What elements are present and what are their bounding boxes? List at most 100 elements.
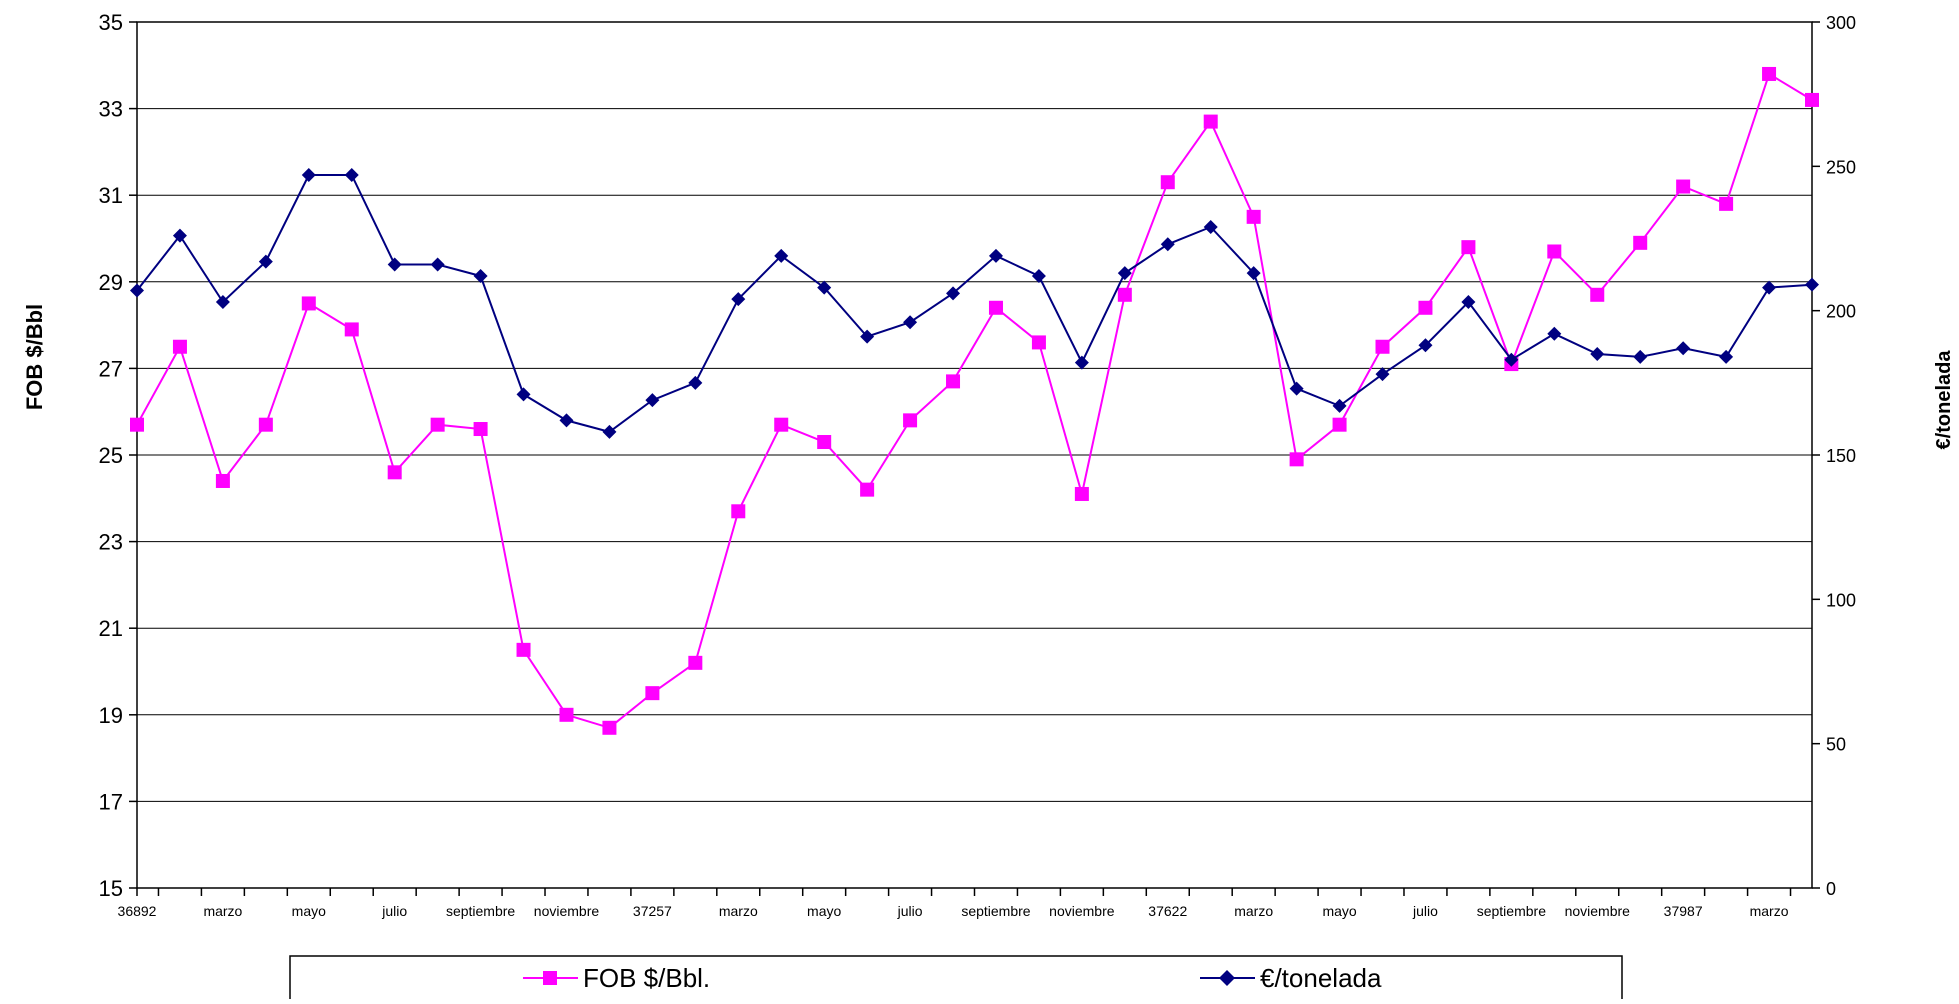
- y2-tick-label: 0: [1826, 879, 1836, 899]
- data-point-fob: [1031, 335, 1046, 350]
- legend-label-series-2: €/tonelada: [1260, 963, 1382, 993]
- data-point-euro: [1418, 338, 1433, 353]
- data-point-fob: [344, 322, 359, 337]
- x-tick-label: septiembre: [961, 903, 1030, 919]
- data-point-euro: [215, 295, 230, 310]
- legend: FOB $/Bbl. €/tonelada: [289, 955, 1623, 1002]
- y-tick-label: 17: [99, 789, 123, 814]
- data-point-fob: [1375, 339, 1390, 354]
- data-point-euro: [559, 413, 574, 428]
- x-tick-label: noviembre: [1049, 903, 1115, 919]
- data-point-fob: [731, 504, 746, 519]
- data-point-fob: [1633, 235, 1648, 250]
- y-tick-label: 15: [99, 876, 123, 901]
- data-point-euro: [1074, 355, 1089, 370]
- data-point-fob: [1074, 486, 1089, 501]
- data-point-fob: [1676, 179, 1691, 194]
- data-point-euro: [988, 248, 1003, 263]
- data-point-fob: [1805, 92, 1819, 107]
- legend-item-series-1: FOB $/Bbl.: [523, 963, 710, 993]
- data-point-euro: [258, 254, 273, 269]
- series: [130, 66, 1819, 735]
- data-point-fob: [258, 417, 273, 432]
- legend-box: [289, 955, 1623, 1002]
- data-point-euro: [1203, 219, 1218, 234]
- y-tick-label: 25: [99, 443, 123, 468]
- data-point-euro: [172, 228, 187, 243]
- x-tick-label: julio: [1412, 903, 1438, 919]
- data-point-euro: [1117, 266, 1132, 281]
- data-point-euro: [430, 257, 445, 272]
- data-point-fob: [301, 296, 316, 311]
- axes: 15 17 19 21 23 25 27 29 31 33 35 0 50 100 150 200 250 300…: [99, 10, 1857, 919]
- data-point-fob: [215, 473, 230, 488]
- y2-tick-label: 50: [1826, 735, 1846, 755]
- data-point-euro: [1246, 266, 1261, 281]
- data-point-euro: [344, 167, 359, 182]
- y-tick-label: 23: [99, 530, 123, 555]
- data-point-euro: [1461, 295, 1476, 310]
- y-tick-label: 33: [99, 97, 123, 122]
- series-line-2: [136, 174, 1813, 433]
- legend-label-series-1: FOB $/Bbl.: [583, 963, 710, 993]
- data-point-euro: [473, 269, 488, 284]
- legend-marker-diamond: [1219, 970, 1235, 986]
- data-point-euro: [387, 257, 402, 272]
- data-point-fob: [1590, 287, 1605, 302]
- x-tick-label: noviembre: [534, 903, 600, 919]
- data-point-euro: [1375, 367, 1390, 382]
- data-point-euro: [1332, 398, 1347, 413]
- data-point-fob: [172, 339, 187, 354]
- x-tick-label: 37987: [1664, 903, 1703, 919]
- data-point-fob: [1418, 300, 1433, 315]
- data-point-fob: [1762, 66, 1777, 81]
- data-point-fob: [1547, 244, 1562, 259]
- data-point-euro: [602, 424, 617, 439]
- data-point-euro: [1160, 237, 1175, 252]
- data-point-euro: [1676, 341, 1691, 356]
- legend-item-series-2: €/tonelada: [1200, 963, 1382, 993]
- data-point-euro: [1590, 346, 1605, 361]
- y-tick-label: 29: [99, 270, 123, 295]
- y-tick-label: 35: [99, 10, 123, 35]
- y2-tick-label: 150: [1826, 446, 1856, 466]
- data-point-euro: [1504, 352, 1519, 367]
- data-point-euro: [1289, 381, 1304, 396]
- x-tick-label: marzo: [1750, 903, 1789, 919]
- data-point-fob: [903, 413, 918, 428]
- data-point-euro: [903, 315, 918, 330]
- data-point-fob: [1332, 417, 1347, 432]
- data-point-fob: [1719, 196, 1734, 211]
- x-tick-label: septiembre: [1477, 903, 1546, 919]
- y-axis-title: FOB $/Bbl: [22, 304, 47, 410]
- y-tick-label: 21: [99, 616, 123, 641]
- data-point-euro: [1031, 269, 1046, 284]
- y2-tick-label: 250: [1826, 157, 1856, 177]
- x-tick-label: noviembre: [1565, 903, 1631, 919]
- x-tick-label: julio: [897, 903, 923, 919]
- x-tick-label: 37257: [633, 903, 672, 919]
- data-point-fob: [130, 417, 144, 432]
- data-point-euro: [1633, 349, 1648, 364]
- data-point-fob: [473, 422, 488, 437]
- x-tick-label: septiembre: [446, 903, 515, 919]
- y-tick-label: 27: [99, 356, 123, 381]
- data-point-fob: [516, 642, 531, 657]
- data-point-euro: [1762, 280, 1777, 295]
- x-tick-label: 37622: [1148, 903, 1187, 919]
- data-point-fob: [817, 435, 832, 450]
- data-point-fob: [430, 417, 445, 432]
- data-point-fob: [1289, 452, 1304, 467]
- data-point-fob: [387, 465, 402, 480]
- data-point-euro: [946, 286, 961, 301]
- x-tick-label: marzo: [203, 903, 242, 919]
- data-point-fob: [946, 374, 961, 389]
- data-point-euro: [731, 292, 746, 307]
- data-point-fob: [1246, 209, 1261, 224]
- data-point-euro: [1719, 349, 1734, 364]
- data-point-fob: [1160, 175, 1175, 190]
- data-point-euro: [130, 283, 144, 298]
- data-point-fob: [559, 707, 574, 722]
